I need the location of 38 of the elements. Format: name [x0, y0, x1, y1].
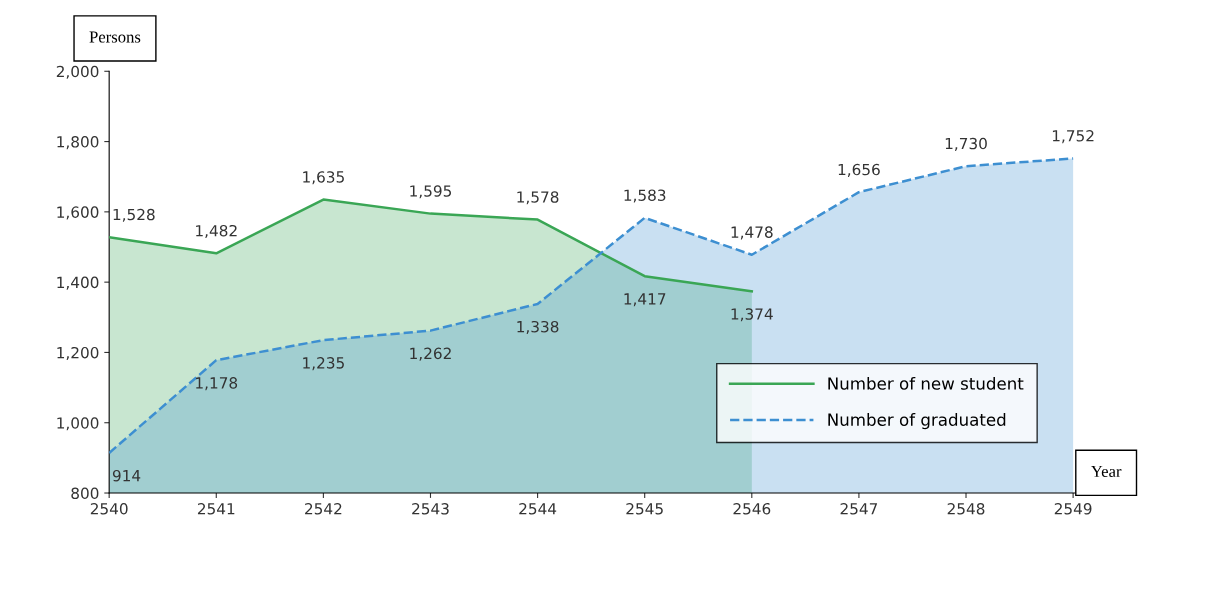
- data-label: 1,178: [196, 377, 238, 391]
- x-tick-label: 2549: [1054, 503, 1092, 515]
- x-tick-label: 2543: [412, 503, 449, 515]
- x-tick-label: 2547: [840, 503, 878, 515]
- y-tick-label: 1,000: [57, 417, 99, 431]
- data-label: 1,528: [113, 208, 155, 222]
- y-tick-label: 1,800: [57, 136, 99, 150]
- x-tick-label: 2541: [197, 503, 235, 515]
- data-label: 1,752: [1052, 130, 1094, 144]
- y-axis-title: Persons: [89, 31, 141, 43]
- data-label: 1,338: [517, 320, 559, 334]
- data-label: 1,417: [624, 293, 666, 307]
- data-label: 1,374: [731, 308, 773, 322]
- legend-label: Number of graduated: [828, 413, 1006, 430]
- x-axis-title: Year: [1090, 465, 1122, 477]
- data-label: 1,656: [838, 163, 880, 177]
- x-tick-label: 2545: [626, 503, 663, 515]
- y-tick-label: 1,600: [57, 206, 99, 220]
- x-tick-label: 2542: [305, 503, 342, 515]
- y-tick-label: 1,400: [57, 276, 99, 290]
- data-label: 1,262: [410, 347, 451, 361]
- data-label: 1,635: [303, 171, 344, 185]
- x-tick-label: 2540: [90, 503, 128, 515]
- data-label: 1,595: [410, 185, 452, 199]
- data-label: 1,578: [517, 191, 559, 205]
- legend-label: Number of new student: [828, 376, 1024, 390]
- x-tick-label: 2548: [947, 503, 985, 515]
- x-tick-label: 2546: [733, 503, 771, 515]
- data-label: 1,730: [945, 137, 987, 151]
- data-label: 1,478: [731, 226, 773, 240]
- data-label: 1,583: [624, 189, 666, 203]
- y-tick-label: 2,000: [56, 65, 99, 79]
- data-label: 1,235: [303, 357, 344, 371]
- y-tick-label: 800: [71, 487, 99, 500]
- x-tick-label: 2544: [519, 503, 557, 515]
- data-label: 1,482: [196, 224, 237, 239]
- data-label: 914: [112, 469, 141, 482]
- y-tick-label: 1,200: [57, 346, 99, 361]
